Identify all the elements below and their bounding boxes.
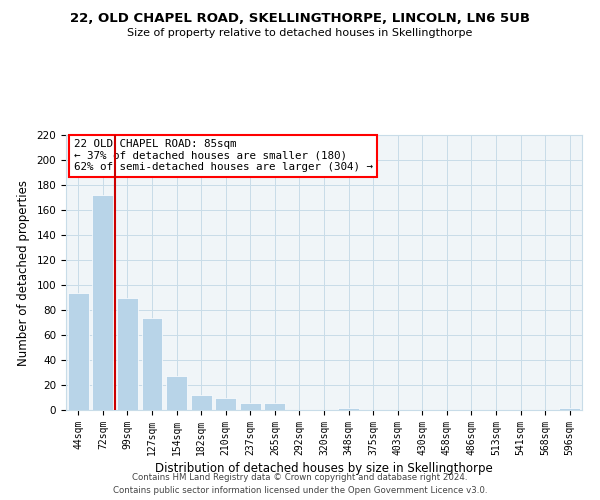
Text: Contains public sector information licensed under the Open Government Licence v3: Contains public sector information licen…: [113, 486, 487, 495]
Text: 22, OLD CHAPEL ROAD, SKELLINGTHORPE, LINCOLN, LN6 5UB: 22, OLD CHAPEL ROAD, SKELLINGTHORPE, LIN…: [70, 12, 530, 26]
Y-axis label: Number of detached properties: Number of detached properties: [17, 180, 29, 366]
Bar: [142, 318, 163, 410]
Text: Contains HM Land Registry data © Crown copyright and database right 2024.: Contains HM Land Registry data © Crown c…: [132, 474, 468, 482]
Bar: [559, 408, 580, 410]
Bar: [191, 395, 212, 410]
Text: Size of property relative to detached houses in Skellingthorpe: Size of property relative to detached ho…: [127, 28, 473, 38]
Bar: [68, 292, 89, 410]
X-axis label: Distribution of detached houses by size in Skellingthorpe: Distribution of detached houses by size …: [155, 462, 493, 475]
Bar: [265, 402, 286, 410]
Bar: [92, 195, 113, 410]
Bar: [240, 402, 261, 410]
Bar: [215, 398, 236, 410]
Text: 22 OLD CHAPEL ROAD: 85sqm
← 37% of detached houses are smaller (180)
62% of semi: 22 OLD CHAPEL ROAD: 85sqm ← 37% of detac…: [74, 139, 373, 172]
Bar: [166, 376, 187, 410]
Bar: [117, 298, 138, 410]
Bar: [338, 408, 359, 410]
